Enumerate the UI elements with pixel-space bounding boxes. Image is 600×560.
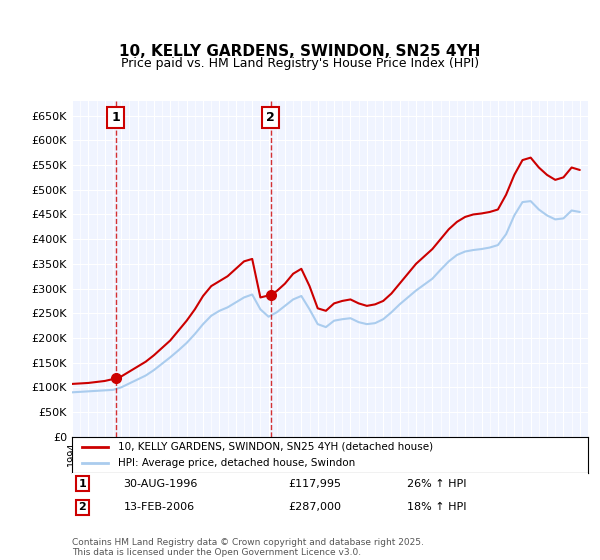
Text: 18% ↑ HPI: 18% ↑ HPI bbox=[407, 502, 467, 512]
Text: 13-FEB-2006: 13-FEB-2006 bbox=[124, 502, 195, 512]
Text: 10, KELLY GARDENS, SWINDON, SN25 4YH: 10, KELLY GARDENS, SWINDON, SN25 4YH bbox=[119, 44, 481, 59]
Text: £117,995: £117,995 bbox=[289, 479, 342, 489]
Text: 1: 1 bbox=[79, 479, 86, 489]
Text: £287,000: £287,000 bbox=[289, 502, 342, 512]
Text: 2: 2 bbox=[266, 111, 275, 124]
Text: 30-AUG-1996: 30-AUG-1996 bbox=[124, 479, 198, 489]
Text: 26% ↑ HPI: 26% ↑ HPI bbox=[407, 479, 467, 489]
Text: 10, KELLY GARDENS, SWINDON, SN25 4YH (detached house): 10, KELLY GARDENS, SWINDON, SN25 4YH (de… bbox=[118, 442, 434, 452]
Text: Contains HM Land Registry data © Crown copyright and database right 2025.
This d: Contains HM Land Registry data © Crown c… bbox=[72, 538, 424, 557]
Text: 2: 2 bbox=[79, 502, 86, 512]
Text: 1: 1 bbox=[111, 111, 120, 124]
Text: Price paid vs. HM Land Registry's House Price Index (HPI): Price paid vs. HM Land Registry's House … bbox=[121, 57, 479, 70]
Text: HPI: Average price, detached house, Swindon: HPI: Average price, detached house, Swin… bbox=[118, 458, 356, 468]
